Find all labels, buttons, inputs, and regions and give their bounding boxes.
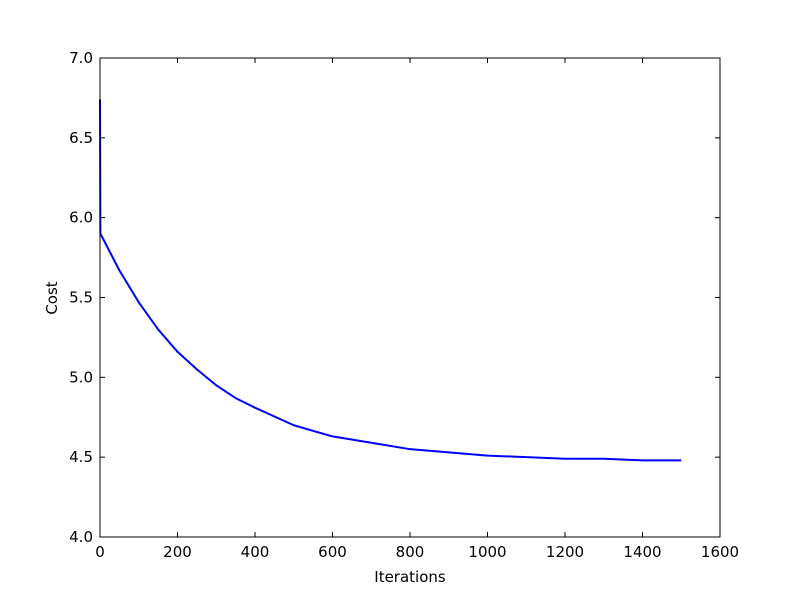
x-axis-label: Iterations <box>374 568 446 586</box>
y-tick-label: 6.0 <box>69 209 93 227</box>
x-tick-label: 0 <box>95 543 105 561</box>
y-tick-label: 6.5 <box>69 129 93 147</box>
y-axis-label: Cost <box>43 281 61 314</box>
y-tick-label: 5.5 <box>69 289 93 307</box>
x-tick-label: 600 <box>318 543 347 561</box>
y-tick-label: 7.0 <box>69 49 93 67</box>
x-tick-label: 400 <box>241 543 270 561</box>
cost-line <box>99 99 682 462</box>
y-tick-label: 4.5 <box>69 448 93 466</box>
x-tick-label: 1600 <box>701 543 739 561</box>
x-tick-label: 1200 <box>546 543 584 561</box>
x-tick-label: 800 <box>396 543 425 561</box>
x-tick-label: 1000 <box>468 543 506 561</box>
x-tick-label: 1400 <box>623 543 661 561</box>
y-tick-label: 4.0 <box>69 528 93 546</box>
x-tick-label: 200 <box>163 543 192 561</box>
y-tick-label: 5.0 <box>69 368 93 386</box>
